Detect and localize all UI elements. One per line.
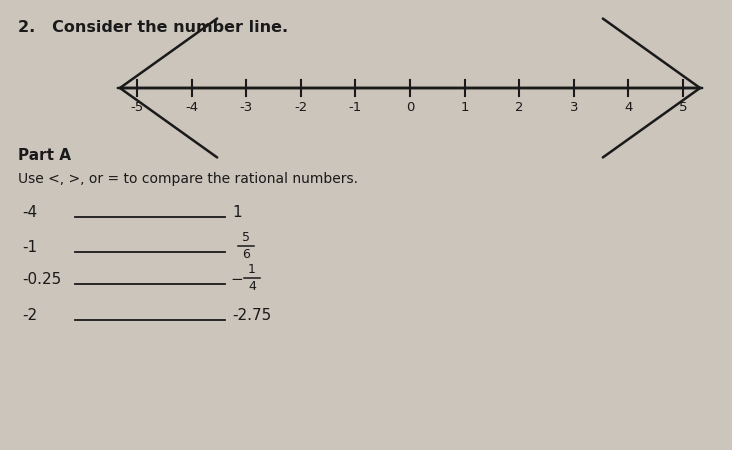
- Text: 3: 3: [569, 101, 578, 114]
- Text: 1: 1: [460, 101, 469, 114]
- Text: 2.   Consider the number line.: 2. Consider the number line.: [18, 20, 288, 35]
- Text: 4: 4: [248, 280, 256, 293]
- Text: -2: -2: [294, 101, 307, 114]
- Text: -3: -3: [239, 101, 253, 114]
- Text: −: −: [230, 272, 243, 287]
- Text: -4: -4: [185, 101, 198, 114]
- Text: -2.75: -2.75: [232, 308, 272, 323]
- Text: 4: 4: [624, 101, 632, 114]
- Text: -1: -1: [348, 101, 362, 114]
- Text: Part A: Part A: [18, 148, 71, 163]
- Text: 5: 5: [679, 101, 687, 114]
- Text: 1: 1: [232, 205, 242, 220]
- Text: -4: -4: [22, 205, 37, 220]
- Text: -2: -2: [22, 308, 37, 323]
- Text: -0.25: -0.25: [22, 272, 61, 287]
- Text: 2: 2: [515, 101, 523, 114]
- Text: -5: -5: [130, 101, 143, 114]
- Text: Use <, >, or = to compare the rational numbers.: Use <, >, or = to compare the rational n…: [18, 172, 358, 186]
- Text: 6: 6: [242, 248, 250, 261]
- Text: 1: 1: [248, 263, 256, 276]
- Text: -1: -1: [22, 240, 37, 255]
- Text: 0: 0: [406, 101, 414, 114]
- Text: 5: 5: [242, 231, 250, 244]
